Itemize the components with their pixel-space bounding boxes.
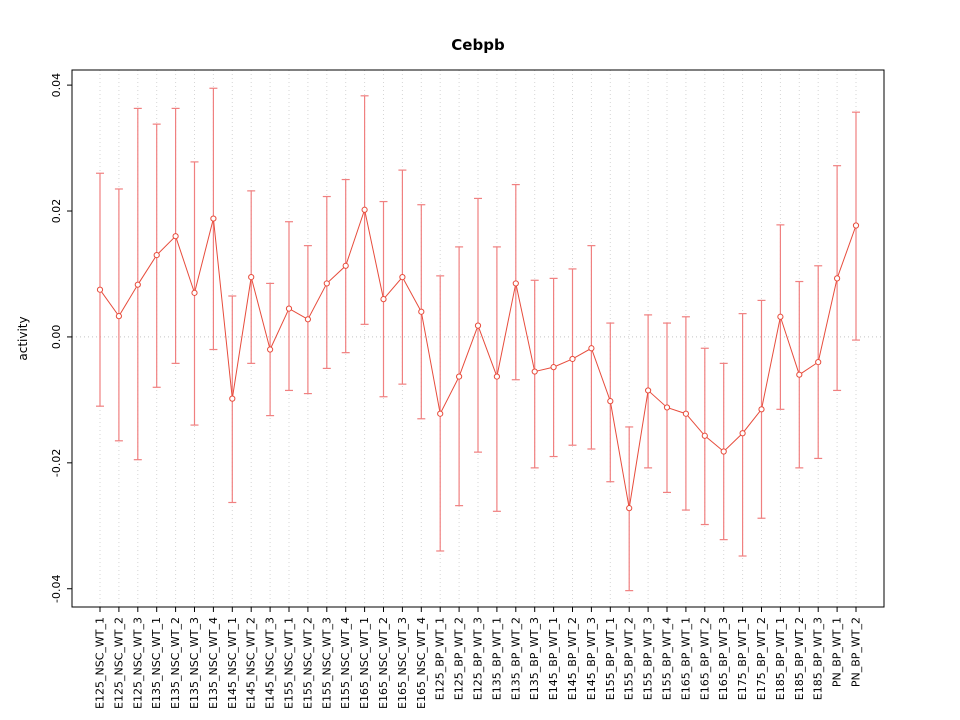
x-tick-label: E135_NSC_WT_3 (188, 617, 201, 709)
x-axis: E125_NSC_WT_1 E125_NSC_WT_2 E125_NSC_WT_3 E… (94, 607, 863, 709)
data-point (852, 222, 860, 229)
y-tick-label: -0.04 (50, 575, 63, 603)
data-point (682, 410, 690, 417)
x-tick-label: E125_BP_WT_3 (472, 617, 485, 700)
data-point (342, 262, 349, 269)
data-point (304, 316, 311, 323)
data-point (531, 368, 538, 375)
data-point (191, 289, 198, 296)
x-tick-label: E155_NSC_WT_2 (301, 617, 314, 709)
data-point (588, 345, 595, 352)
data-point (474, 322, 482, 329)
data-point (267, 346, 274, 353)
x-tick-label: E125_BP_WT_1 (434, 617, 447, 700)
y-tick-label: 0.04 (50, 73, 63, 98)
x-tick-label: E125_NSC_WT_2 (112, 617, 125, 709)
data-point (134, 281, 141, 288)
data-point (456, 373, 463, 380)
x-tick-label: E155_BP_WT_2 (623, 617, 636, 700)
data-point (493, 373, 500, 380)
y-axis: -0.04 -0.02 0.00 0.02 0.04 (50, 73, 72, 603)
x-tick-label: E155_BP_WT_3 (642, 617, 655, 700)
data-point (115, 313, 123, 320)
y-tick-label: 0.00 (50, 325, 63, 350)
x-tick-label: E145_NSC_WT_3 (264, 617, 277, 709)
y-tick-label: -0.02 (50, 449, 63, 477)
data-point (815, 359, 822, 366)
error-bars (96, 87, 860, 592)
x-tick-label: E155_NSC_WT_4 (339, 617, 352, 709)
data-point (418, 308, 425, 315)
x-tick-label: E145_BP_WT_1 (547, 617, 560, 700)
data-point (663, 404, 671, 411)
x-tick-label: E165_BP_WT_1 (679, 617, 692, 700)
x-tick-label: E155_BP_WT_4 (661, 617, 674, 700)
x-tick-label: E185_BP_WT_1 (774, 617, 787, 700)
x-tick-label: E145_NSC_WT_2 (245, 617, 258, 709)
x-tick-label: E175_BP_WT_2 (755, 617, 768, 700)
x-tick-label: E135_NSC_WT_2 (169, 617, 182, 709)
data-point (569, 355, 576, 363)
data-point (285, 305, 293, 312)
x-tick-label: E165_NSC_WT_2 (377, 617, 390, 709)
data-point (248, 274, 255, 281)
x-tick-label: E165_NSC_WT_1 (358, 617, 371, 709)
x-tick-label: E135_BP_WT_2 (509, 617, 522, 700)
y-tick-label: 0.02 (50, 199, 63, 224)
x-tick-label: E125_NSC_WT_1 (94, 617, 107, 709)
x-tick-label: E145_BP_WT_3 (585, 617, 598, 700)
x-tick-label: PN_BP_WT_1 (831, 617, 844, 687)
data-point (701, 432, 708, 439)
x-tick-label: E135_BP_WT_3 (528, 617, 541, 700)
data-point (153, 251, 160, 259)
x-tick-label: E155_BP_WT_1 (604, 617, 617, 700)
data-point (210, 215, 217, 222)
data-point (361, 206, 368, 213)
data-point (834, 275, 841, 282)
x-tick-label: E165_NSC_WT_3 (396, 617, 409, 709)
x-tick-label: E135_BP_WT_1 (490, 617, 503, 700)
data-point (437, 410, 444, 417)
x-tick-label: PN_BP_WT_2 (850, 617, 863, 687)
data-point (172, 233, 179, 240)
x-tick-label: E185_BP_WT_3 (812, 617, 825, 700)
x-tick-label: E135_NSC_WT_1 (150, 617, 163, 709)
data-point (758, 406, 765, 413)
data-point (96, 286, 104, 293)
data-point (607, 398, 614, 405)
chart-title: Cebpb (451, 36, 505, 54)
x-tick-label: E125_NSC_WT_3 (131, 617, 144, 709)
x-tick-label: E165_BP_WT_3 (717, 617, 730, 700)
data-point (380, 296, 387, 303)
data-point (796, 371, 803, 378)
data-point (739, 430, 746, 437)
data-point (399, 274, 406, 281)
data-point (777, 313, 784, 320)
x-tick-label: E165_NSC_WT_4 (415, 617, 428, 709)
x-tick-label: E145_BP_WT_2 (566, 617, 579, 700)
data-point (512, 280, 519, 287)
x-tick-label: E155_NSC_WT_1 (283, 617, 296, 709)
data-point (645, 387, 652, 394)
x-tick-label: E175_BP_WT_1 (736, 617, 749, 700)
x-tick-label: E165_BP_WT_2 (698, 617, 711, 700)
data-points (96, 206, 860, 512)
data-point (720, 448, 727, 455)
x-tick-label: E125_BP_WT_2 (453, 617, 466, 700)
x-tick-label: E145_NSC_WT_1 (226, 617, 239, 709)
data-point (626, 505, 633, 512)
x-tick-label: E135_NSC_WT_4 (207, 617, 220, 709)
data-point (323, 280, 330, 287)
data-point (229, 395, 236, 402)
y-axis-title: activity (16, 316, 30, 360)
x-tick-label: E155_NSC_WT_3 (320, 617, 333, 709)
data-point (550, 364, 557, 371)
x-tick-label: E185_BP_WT_2 (793, 617, 806, 700)
